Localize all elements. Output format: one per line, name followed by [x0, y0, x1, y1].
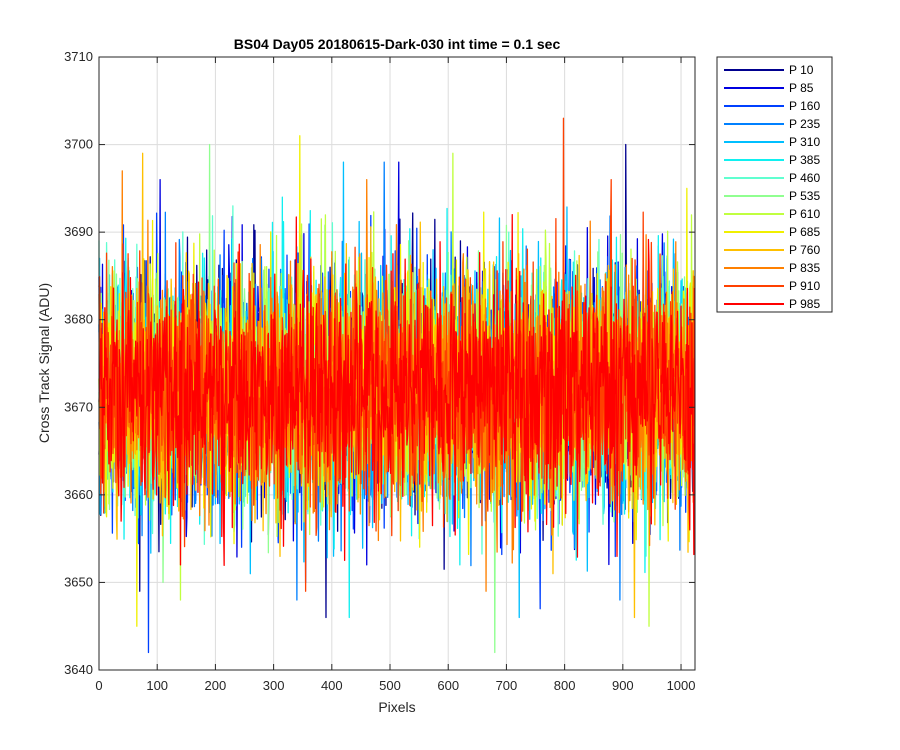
x-tick-label: 1000: [667, 678, 696, 693]
x-tick-labels: 0 100 200 300 400 500 600 700 800 900 1000: [95, 678, 695, 693]
y-tick-label: 3700: [64, 137, 93, 152]
legend-label: P 760: [789, 243, 820, 257]
x-tick-label: 0: [95, 678, 102, 693]
legend-label: P 610: [789, 207, 820, 221]
chart-title: BS04 Day05 20180615-Dark-030 int time = …: [234, 36, 561, 52]
legend-label: P 985: [789, 297, 820, 311]
x-tick-label: 100: [146, 678, 168, 693]
series-line-p-985: [98, 213, 696, 567]
y-tick-label: 3640: [64, 662, 93, 677]
x-tick-label: 500: [379, 678, 401, 693]
y-tick-labels: 3640 3650 3660 3670 3680 3690 3700 3710: [64, 49, 93, 677]
y-tick-label: 3690: [64, 224, 93, 239]
legend-label: P 235: [789, 117, 820, 131]
legend-items: P 10 P 85 P 160 P 235 P 310 P 385 P 460 P 535 P …: [724, 63, 820, 311]
legend-label: P 460: [789, 171, 820, 185]
y-tick-label: 3670: [64, 399, 93, 414]
series-layer: [98, 117, 696, 654]
legend-label: P 10: [789, 63, 814, 77]
x-tick-label: 900: [612, 678, 634, 693]
x-tick-label: 200: [205, 678, 227, 693]
legend-label: P 910: [789, 279, 820, 293]
y-tick-label: 3680: [64, 312, 93, 327]
legend-label: P 160: [789, 99, 820, 113]
axis-ticks: [98, 56, 695, 671]
x-axis-title: Pixels: [378, 699, 415, 715]
x-tick-label: 400: [321, 678, 343, 693]
x-tick-label: 600: [437, 678, 459, 693]
y-tick-label: 3650: [64, 574, 93, 589]
legend-label: P 85: [789, 81, 814, 95]
x-tick-label: 700: [496, 678, 518, 693]
y-tick-label: 3710: [64, 49, 93, 64]
legend-box: [716, 56, 833, 313]
legend-label: P 835: [789, 261, 820, 275]
y-tick-label: 3660: [64, 487, 93, 502]
x-tick-label: 300: [263, 678, 285, 693]
plot-frame: [98, 56, 696, 671]
legend: P 10 P 85 P 160 P 235 P 310 P 385 P 460 P 535 P …: [716, 56, 833, 313]
y-axis-title: Cross Track Signal (ADU): [36, 283, 52, 443]
legend-label: P 310: [789, 135, 820, 149]
legend-label: P 685: [789, 225, 820, 239]
x-tick-label: 800: [554, 678, 576, 693]
legend-label: P 535: [789, 189, 820, 203]
legend-label: P 385: [789, 153, 820, 167]
